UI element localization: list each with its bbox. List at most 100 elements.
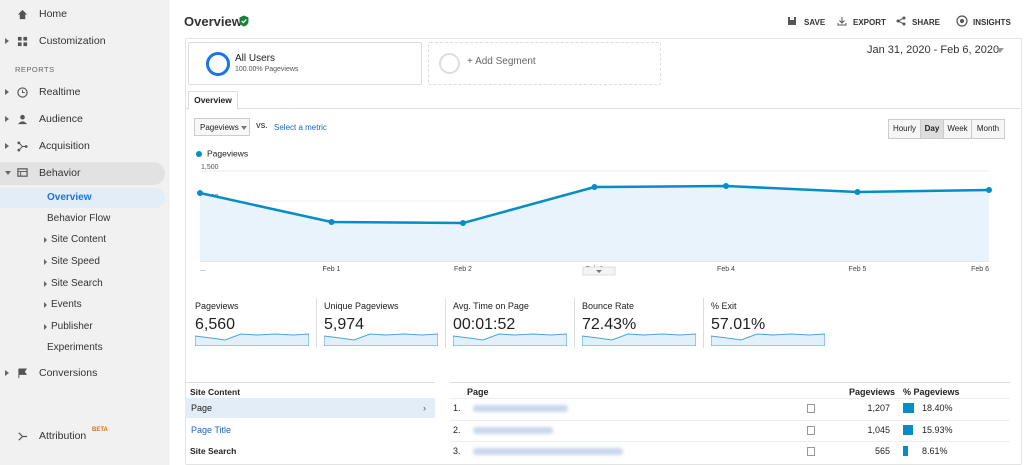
section-label: REPORTS xyxy=(15,65,55,74)
sparkline-shape xyxy=(324,333,438,346)
nav-overview[interactable]: Overview xyxy=(0,188,165,208)
share-button[interactable]: SHARE xyxy=(912,18,941,27)
segment-ring xyxy=(206,52,230,76)
row-pageviews: 565 xyxy=(874,446,890,456)
nav-experiments[interactable]: Experiments xyxy=(0,338,165,358)
x-tick-label: ... xyxy=(200,266,206,273)
copy-icon xyxy=(807,404,815,413)
verified-icon xyxy=(239,15,249,27)
behavior-icon xyxy=(17,168,28,177)
metric-divider xyxy=(574,298,575,348)
site-content-item[interactable]: Page xyxy=(191,403,213,413)
nav-label: Behavior Flow xyxy=(47,213,111,224)
sparkline xyxy=(711,333,825,346)
sparkline-shape xyxy=(453,333,567,346)
metric-divider xyxy=(703,298,704,348)
nav-home[interactable]: Home xyxy=(0,4,168,26)
nav-label: Realtime xyxy=(39,86,81,98)
blurred-page-name xyxy=(473,448,623,455)
row-pageviews: 1,045 xyxy=(867,424,890,435)
attr-icon xyxy=(18,432,28,441)
area-fill xyxy=(200,186,989,261)
nav-attribution[interactable]: Attribution BETA xyxy=(0,426,168,448)
y-tick-label: 1,500 xyxy=(201,164,219,171)
metric-label: Unique Pageviews xyxy=(324,301,399,311)
metric-value: 57.01% xyxy=(711,316,766,333)
metric-label: Bounce Rate xyxy=(582,301,635,311)
flag-icon xyxy=(18,368,28,379)
legend-label: Pageviews xyxy=(207,148,248,158)
nav-label: Attribution xyxy=(39,430,87,442)
data-point xyxy=(460,220,466,227)
data-point xyxy=(986,187,992,194)
collapse-caret xyxy=(596,270,602,273)
nav-audience[interactable]: Audience xyxy=(0,109,168,131)
nav-behavior[interactable]: Behavior xyxy=(0,162,165,185)
nav-customization[interactable]: Customization xyxy=(0,31,168,53)
rule xyxy=(185,382,435,383)
overview-tab[interactable]: Overview xyxy=(188,91,238,110)
row-rule xyxy=(450,419,1010,421)
copy-icon xyxy=(807,425,815,435)
nav-label: Publisher xyxy=(51,321,93,332)
week-button[interactable]: Week xyxy=(943,119,972,139)
nav-behavior-flow[interactable]: Behavior Flow xyxy=(0,209,165,229)
beta-badge: BETA xyxy=(92,427,108,433)
date-range[interactable]: Jan 31, 2020 - Feb 6, 2020 xyxy=(867,44,1000,56)
clock-icon xyxy=(17,87,28,98)
day-button[interactable]: Day xyxy=(920,119,944,139)
nav-site-search[interactable]: Site Search xyxy=(0,274,165,294)
nav-acquisition[interactable]: Acquisition xyxy=(0,136,168,158)
col-header: Pageviews xyxy=(849,387,896,397)
copy-icon xyxy=(807,447,815,456)
segment-card[interactable]: All Users 100.00% Pageviews xyxy=(188,42,422,85)
x-tick-label: Feb 6 xyxy=(971,266,989,273)
nav-realtime[interactable]: Realtime xyxy=(0,82,168,104)
pct-bar xyxy=(903,424,913,435)
nav-label: Conversions xyxy=(39,367,98,379)
data-point xyxy=(591,184,598,191)
vs-label: VS. xyxy=(256,123,268,130)
pct-bar xyxy=(903,446,909,456)
nav-site-content[interactable]: Site Content xyxy=(0,230,165,250)
data-point xyxy=(723,183,729,189)
row-rank: 2. xyxy=(453,424,461,435)
insights-button[interactable]: INSIGHTS xyxy=(973,18,1011,27)
sidebar: Home Customization REPORTS Realtime Audi… xyxy=(0,0,170,465)
share-icon xyxy=(896,16,906,26)
metric-value: 6,560 xyxy=(195,316,236,333)
custom-icon xyxy=(17,36,28,47)
row-rule xyxy=(450,441,1010,442)
rule xyxy=(450,382,1010,383)
x-tick-label: Feb 5 xyxy=(849,266,867,273)
hourly-button[interactable]: Hourly xyxy=(888,119,921,139)
blurred-page-name xyxy=(473,405,568,412)
x-tick-label: Feb 2 xyxy=(454,266,472,273)
metric-label: Pageviews xyxy=(195,301,239,311)
sparkline-shape xyxy=(582,333,696,346)
metric-select[interactable]: Pageviews xyxy=(194,118,250,136)
nav-events[interactable]: Events xyxy=(0,295,165,315)
nav-site-speed[interactable]: Site Speed xyxy=(0,252,165,272)
metric-label: Avg. Time on Page xyxy=(453,301,529,311)
site-content-item[interactable]: Page Title xyxy=(191,425,232,435)
segment-name: All Users xyxy=(235,53,276,64)
add-segment[interactable]: + Add Segment xyxy=(428,42,661,85)
data-point xyxy=(328,219,335,225)
export-button[interactable]: EXPORT xyxy=(853,18,886,27)
nav-label: Acquisition xyxy=(39,140,90,152)
page-row-selected[interactable] xyxy=(185,398,435,418)
month-button[interactable]: Month xyxy=(971,119,1005,139)
add-ring xyxy=(439,53,460,74)
sparkline-shape xyxy=(711,333,825,346)
sparkline xyxy=(453,333,567,346)
nav-label: Events xyxy=(51,299,82,310)
nav-label: Overview xyxy=(47,192,92,203)
save-button[interactable]: SAVE xyxy=(804,18,826,27)
select-metric[interactable]: Select a metric xyxy=(274,123,327,132)
person-icon xyxy=(17,114,28,125)
nav-conversions[interactable]: Conversions xyxy=(0,363,168,385)
add-segment-label: + Add Segment xyxy=(467,56,536,67)
nav-publisher[interactable]: Publisher xyxy=(0,317,165,337)
